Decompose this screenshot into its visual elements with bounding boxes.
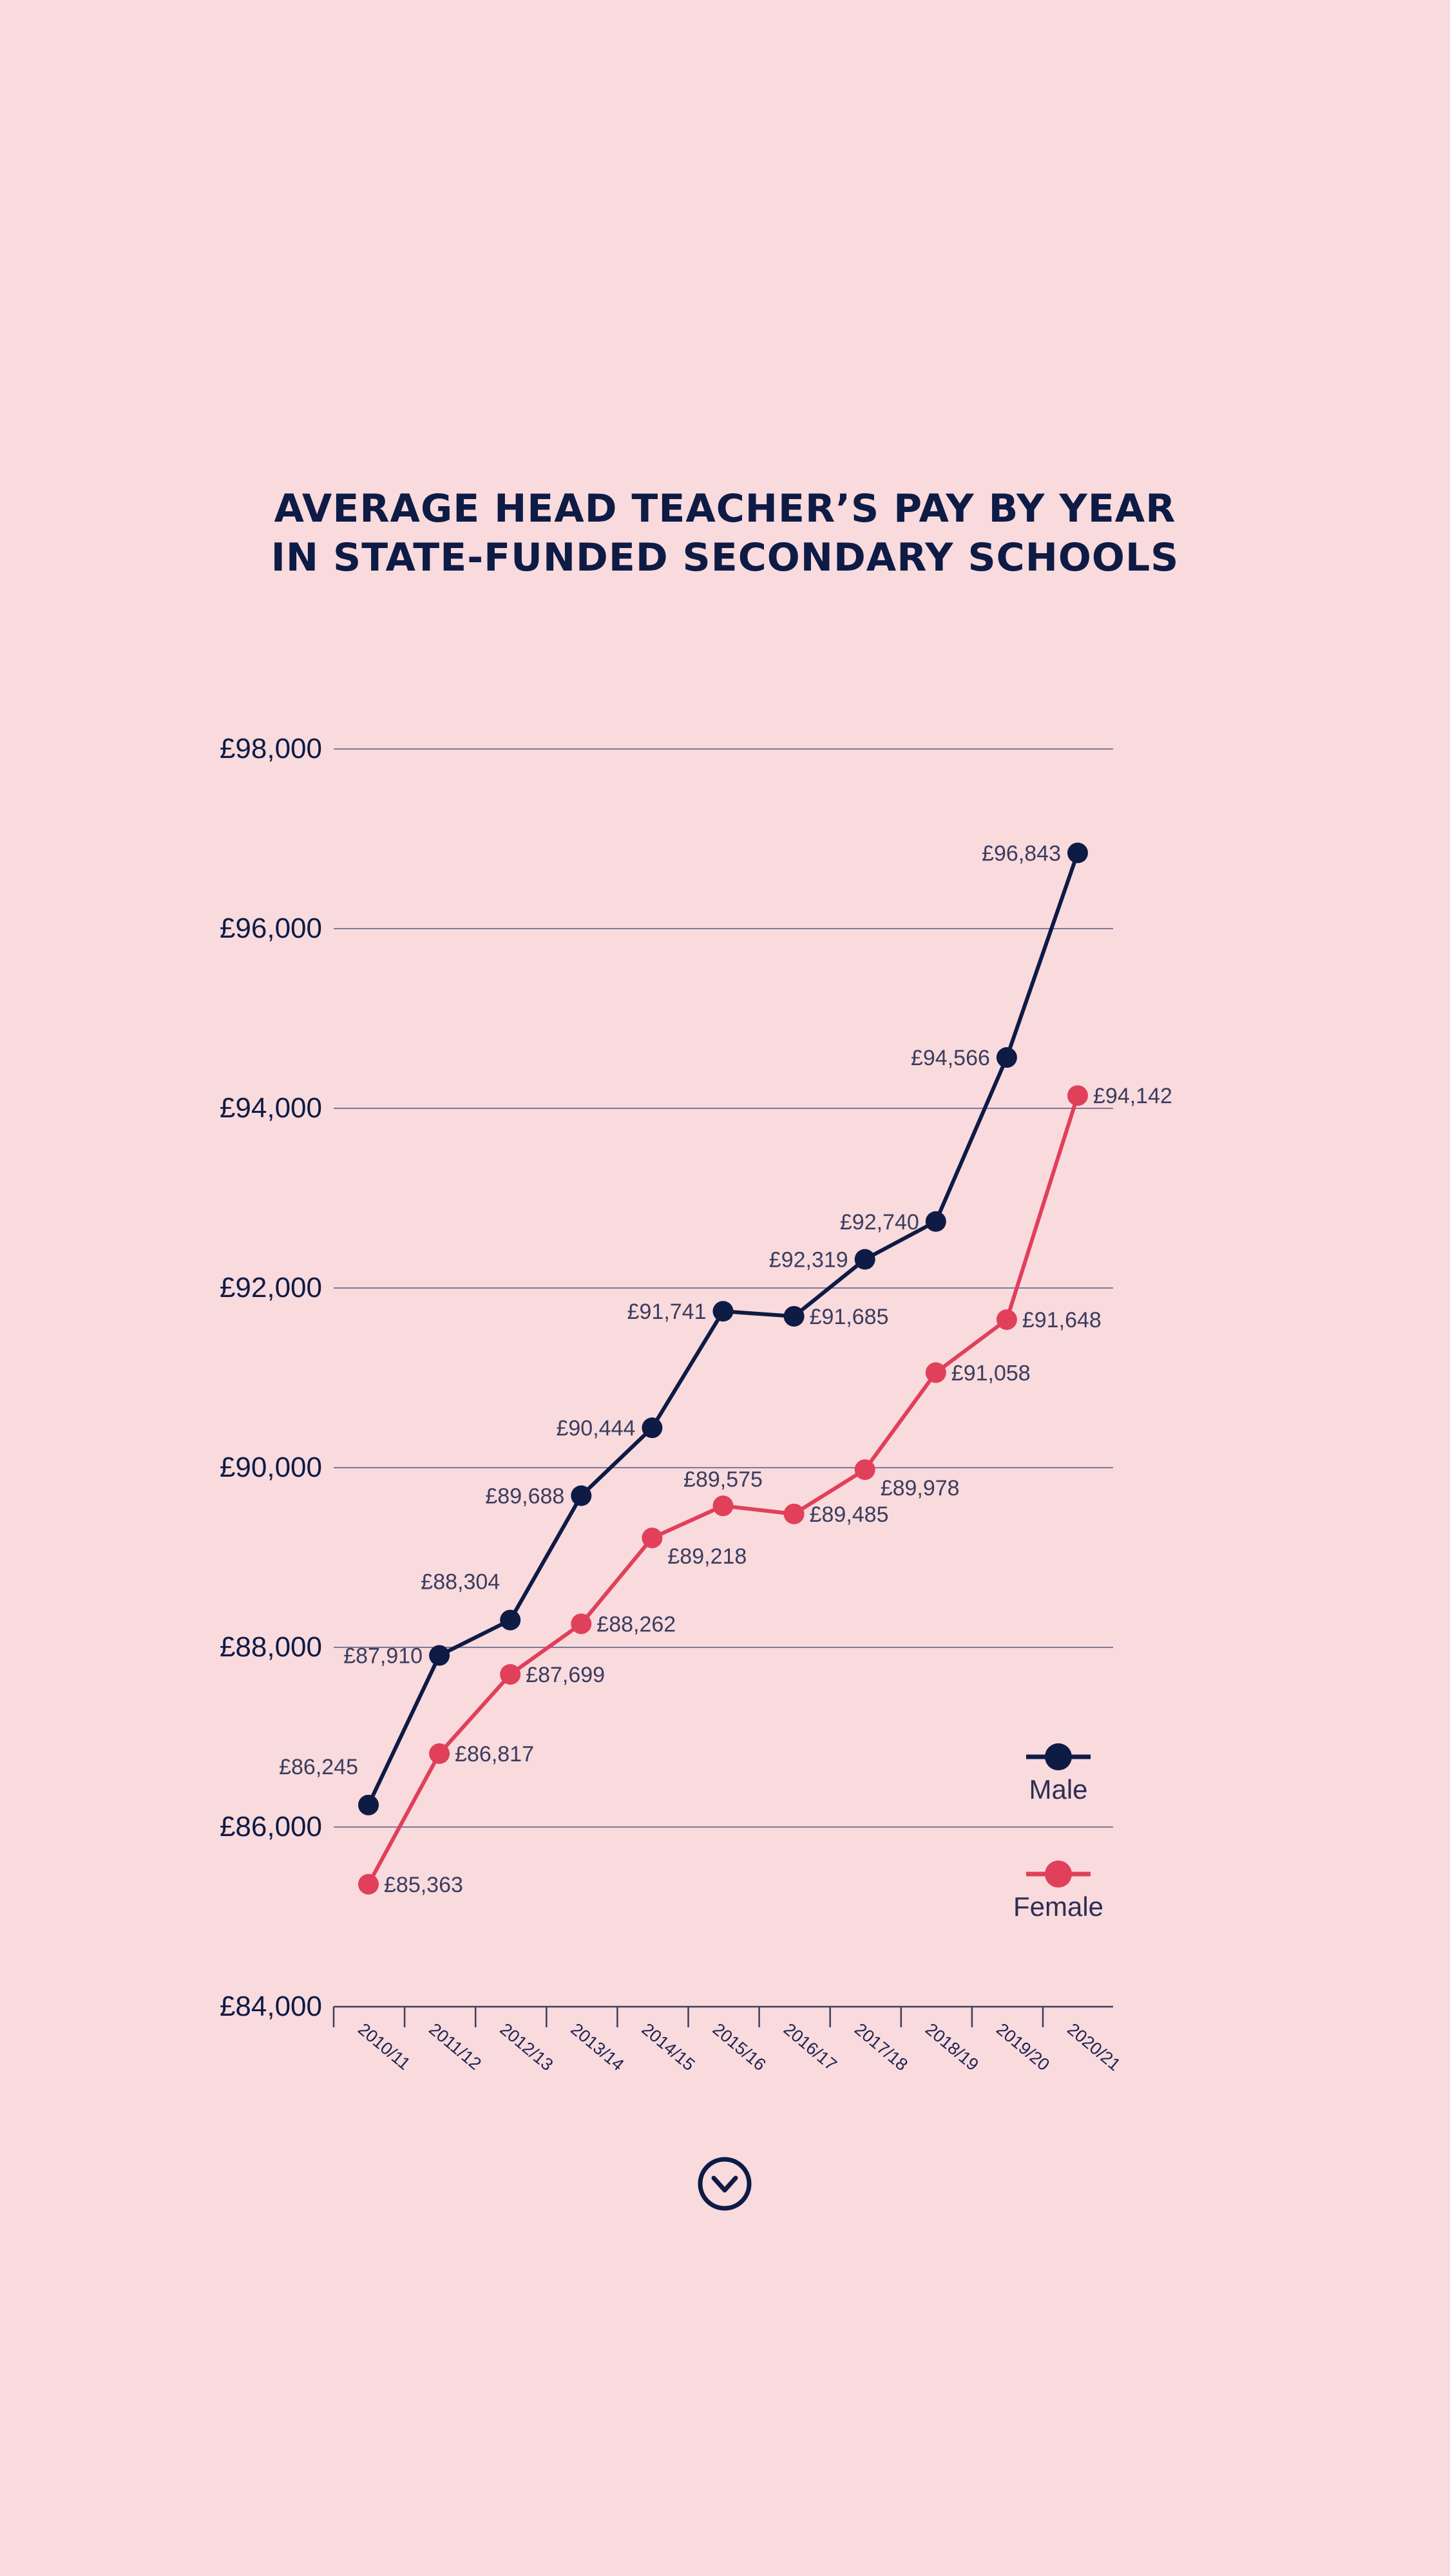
data-point-female bbox=[925, 1362, 946, 1383]
chart-title-line2: IN STATE-FUNDED SECONDARY SCHOOLS bbox=[271, 535, 1179, 580]
data-point-male bbox=[500, 1609, 521, 1631]
legend-marker-female bbox=[1045, 1861, 1072, 1888]
data-point-female bbox=[642, 1528, 663, 1549]
data-point-male bbox=[358, 1794, 379, 1815]
data-point-female bbox=[500, 1663, 521, 1685]
data-label-male: £91,741 bbox=[627, 1300, 707, 1324]
y-tick-label: £84,000 bbox=[220, 1991, 322, 2022]
data-point-male bbox=[642, 1417, 663, 1439]
data-point-female bbox=[996, 1309, 1017, 1331]
legend-label-female: Female bbox=[1013, 1891, 1103, 1922]
data-point-male bbox=[1067, 842, 1088, 864]
x-tick-label: 2017/18 bbox=[851, 2020, 911, 2075]
y-tick-label: £88,000 bbox=[220, 1631, 322, 1663]
x-tick-label: 2018/19 bbox=[922, 2020, 982, 2075]
data-point-male bbox=[712, 1301, 734, 1322]
data-label-female: £87,699 bbox=[526, 1663, 605, 1687]
data-point-male bbox=[783, 1305, 805, 1327]
data-label-male: £88,304 bbox=[421, 1570, 500, 1595]
data-label-female: £89,575 bbox=[683, 1467, 763, 1492]
data-point-male bbox=[925, 1211, 946, 1232]
data-label-male: £91,685 bbox=[810, 1305, 889, 1329]
y-tick-label: £92,000 bbox=[220, 1272, 322, 1303]
data-label-female: £94,142 bbox=[1093, 1084, 1172, 1108]
data-point-male bbox=[996, 1047, 1017, 1068]
data-label-male: £94,566 bbox=[911, 1046, 990, 1070]
chevron-down-circle-icon[interactable] bbox=[697, 2156, 752, 2211]
data-point-male bbox=[854, 1249, 875, 1270]
data-point-female bbox=[1067, 1085, 1088, 1106]
data-label-female: £91,648 bbox=[1022, 1308, 1102, 1332]
data-label-female: £88,262 bbox=[596, 1612, 676, 1636]
data-point-female bbox=[854, 1459, 875, 1481]
data-point-female bbox=[712, 1495, 734, 1517]
data-point-male bbox=[571, 1485, 592, 1506]
legend-marker-male bbox=[1045, 1743, 1072, 1770]
data-label-female: £86,817 bbox=[455, 1742, 534, 1766]
data-point-male bbox=[429, 1645, 450, 1666]
data-label-female: £89,485 bbox=[810, 1502, 889, 1527]
data-label-female: £89,218 bbox=[667, 1544, 747, 1569]
y-tick-label: £96,000 bbox=[220, 913, 322, 944]
y-tick-label: £98,000 bbox=[220, 733, 322, 764]
x-tick-label: 2019/20 bbox=[993, 2020, 1053, 2075]
series-line-male bbox=[367, 851, 1080, 1807]
data-label-male: £92,740 bbox=[840, 1210, 919, 1235]
data-label-male: £92,319 bbox=[769, 1247, 848, 1272]
data-label-female: £91,058 bbox=[951, 1361, 1031, 1385]
data-point-female bbox=[571, 1613, 592, 1634]
x-tick-label: 2011/12 bbox=[425, 2020, 485, 2074]
y-tick-label: £86,000 bbox=[220, 1811, 322, 1842]
data-label-male: £87,910 bbox=[343, 1644, 423, 1669]
chart-title-line1: AVERAGE HEAD TEACHER’S PAY BY YEAR bbox=[274, 486, 1176, 531]
x-tick-label: 2014/15 bbox=[638, 2020, 699, 2075]
x-tick-label: 2012/13 bbox=[496, 2020, 557, 2075]
data-label-female: £85,363 bbox=[384, 1873, 463, 1897]
data-label-female: £89,978 bbox=[881, 1476, 960, 1501]
x-tick-label: 2016/17 bbox=[780, 2020, 841, 2075]
data-label-male: £86,245 bbox=[279, 1755, 358, 1779]
legend-label-male: Male bbox=[1029, 1774, 1087, 1804]
y-tick-label: £94,000 bbox=[220, 1092, 322, 1124]
x-tick-label: 2020/21 bbox=[1064, 2020, 1124, 2075]
data-point-female bbox=[783, 1503, 805, 1524]
data-point-female bbox=[358, 1873, 379, 1895]
data-label-male: £90,444 bbox=[556, 1416, 635, 1441]
chart-title: AVERAGE HEAD TEACHER’S PAY BY YEAR IN ST… bbox=[0, 484, 1450, 582]
y-tick-label: £90,000 bbox=[220, 1452, 322, 1483]
x-tick-label: 2010/11 bbox=[354, 2020, 414, 2074]
data-label-male: £96,843 bbox=[982, 841, 1061, 866]
x-tick-label: 2015/16 bbox=[709, 2020, 770, 2075]
x-tick-label: 2013/14 bbox=[567, 2020, 627, 2075]
data-point-female bbox=[429, 1743, 450, 1765]
data-label-male: £89,688 bbox=[485, 1484, 564, 1509]
